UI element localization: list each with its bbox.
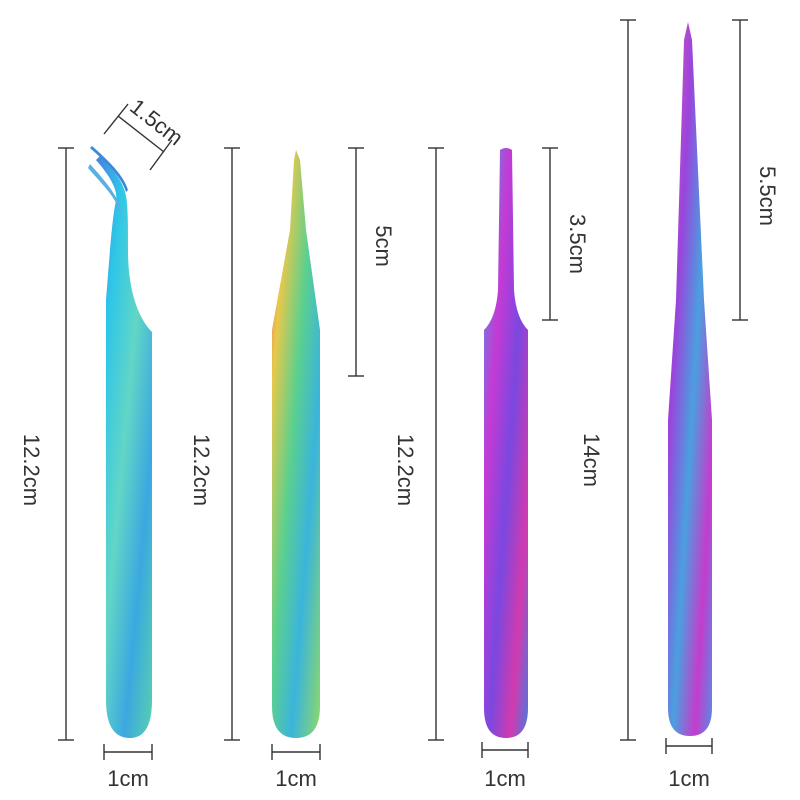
- tweezer-2-body: [272, 150, 320, 738]
- dimension-lines: [58, 19, 748, 760]
- tool-2-length-label: 12.2cm: [189, 434, 214, 506]
- tool-3-tip-label: 3.5cm: [565, 214, 590, 274]
- tool-3-width-label: 1cm: [484, 766, 526, 791]
- tweezer-1-tip-arm: [88, 164, 122, 214]
- tool-1-tip-label: 1.5cm: [125, 94, 188, 151]
- tweezer-3-body: [484, 148, 528, 738]
- tool-1-width-label: 1cm: [107, 766, 149, 791]
- tool-3-length-label: 12.2cm: [393, 434, 418, 506]
- tweezer-1-tip-arm-2: [90, 146, 128, 192]
- tool-3: [484, 148, 528, 738]
- tool-4: [668, 22, 712, 736]
- tweezer-4-body: [668, 22, 712, 736]
- tool-4-width-label: 1cm: [668, 766, 710, 791]
- tool-4-tip-label: 5.5cm: [755, 166, 780, 226]
- tool-1: [88, 146, 152, 738]
- tool-1-length-label: 12.2cm: [19, 434, 44, 506]
- tool-2-width-label: 1cm: [275, 766, 317, 791]
- tool-2-tip-label: 5cm: [371, 225, 396, 267]
- tool-2: [272, 150, 320, 738]
- tweezer-1-body: [96, 156, 152, 738]
- tool-4-length-label: 14cm: [579, 433, 604, 487]
